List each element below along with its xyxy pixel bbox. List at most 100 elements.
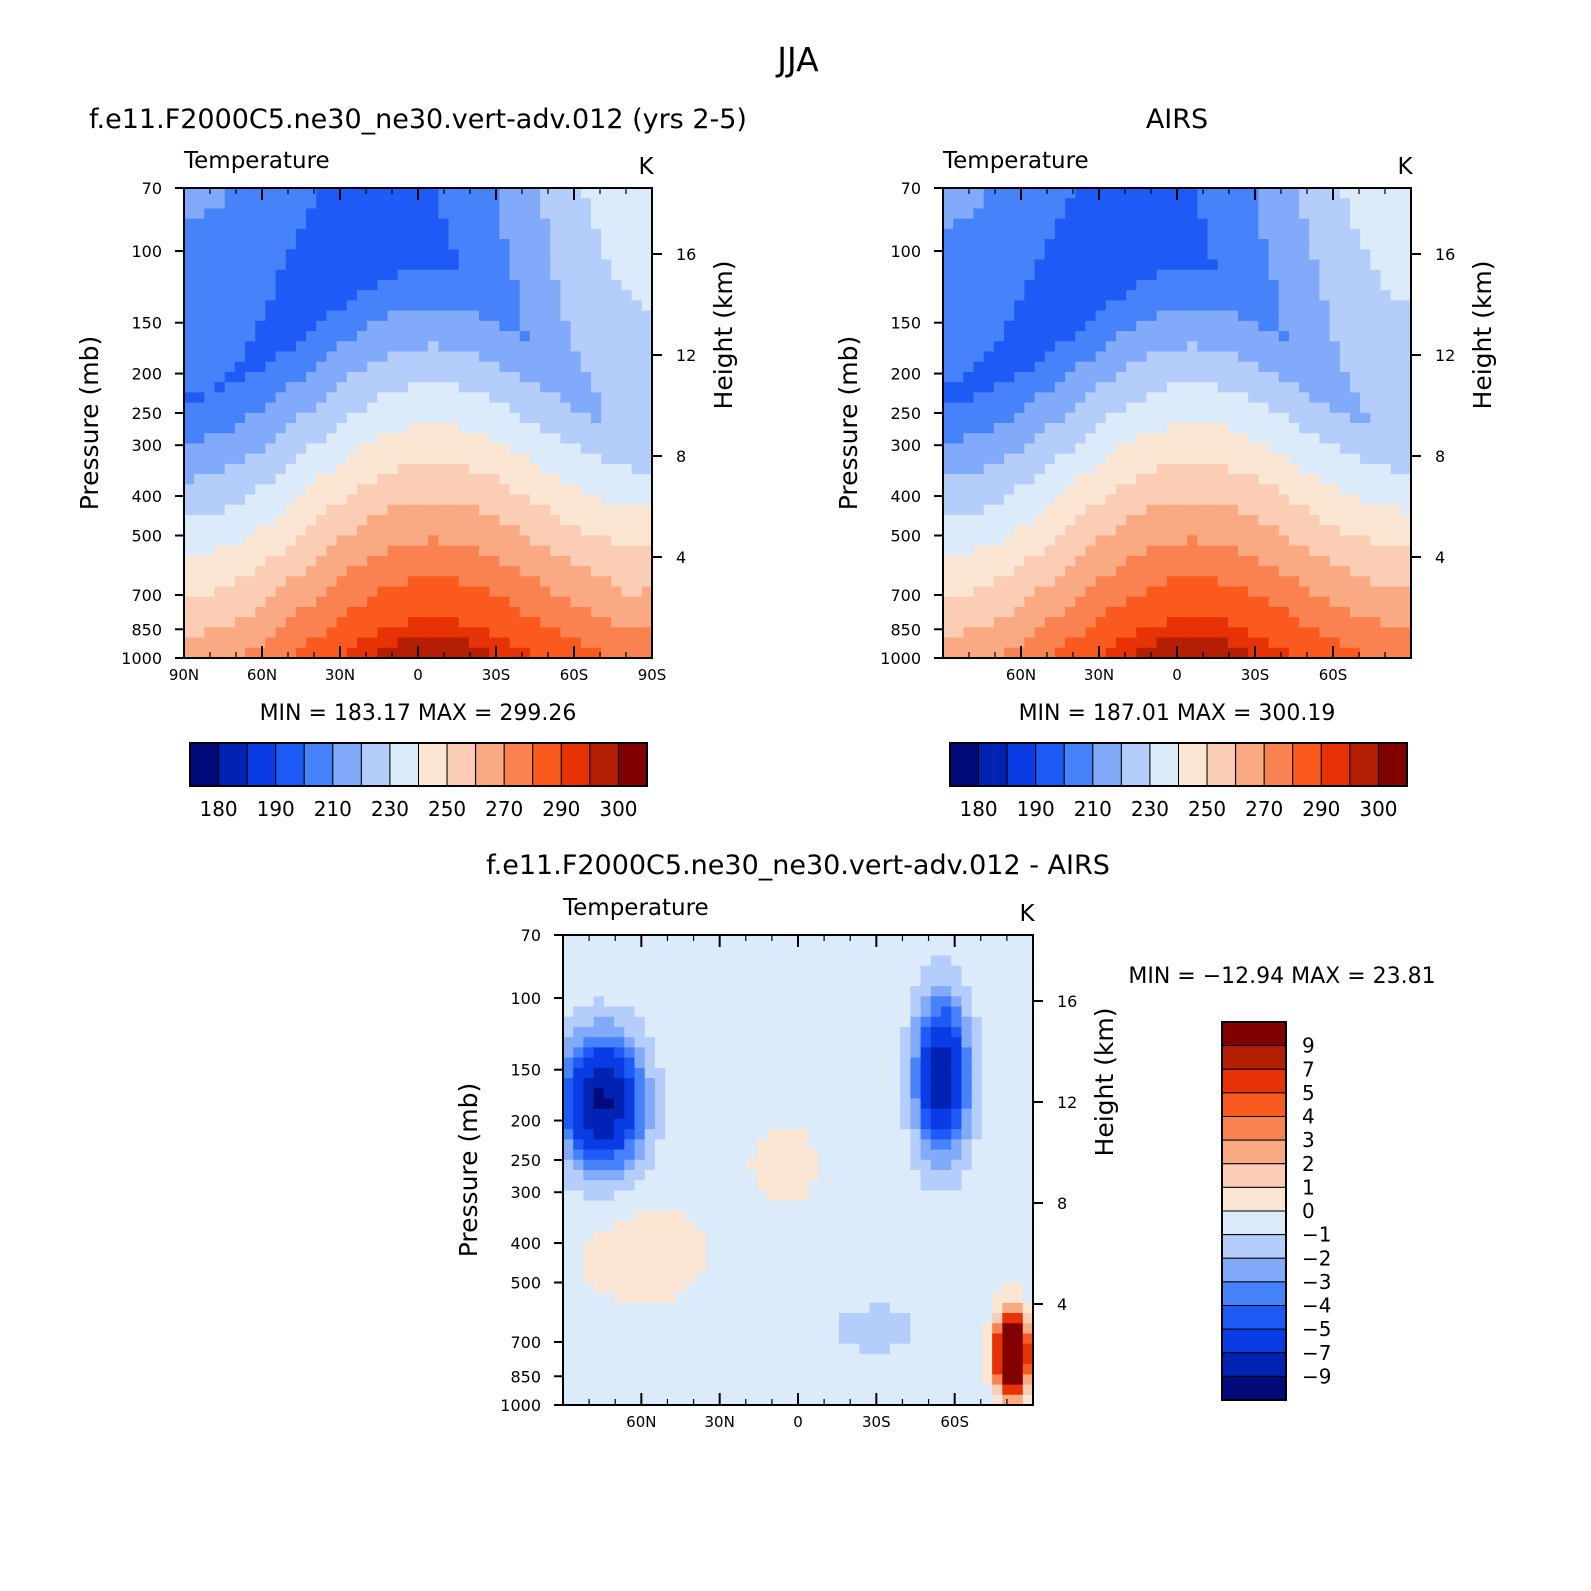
panel-model-cell <box>479 351 490 363</box>
panel-obs-cell <box>1054 218 1066 230</box>
panel-obs-cell <box>1146 555 1158 567</box>
panel-obs-cell <box>1187 361 1198 373</box>
panel-obs-cell <box>1187 566 1198 577</box>
panel-obs-cell <box>983 228 995 240</box>
panel-obs-cell <box>1075 494 1087 506</box>
panel-model-cell <box>336 239 348 250</box>
panel-obs-cell <box>1095 351 1107 363</box>
panel-diff-cell <box>644 1313 656 1324</box>
panel-obs-cell <box>1085 576 1097 588</box>
panel-diff-cell <box>634 1313 646 1324</box>
panel-diff-cell <box>634 1374 646 1386</box>
panel-model-cell <box>468 341 480 353</box>
panel-obs-cell <box>1217 259 1229 271</box>
panel-obs-cbar-box <box>1263 742 1294 787</box>
panel-obs-cell <box>1136 188 1148 199</box>
panel-model-cell <box>204 474 216 485</box>
panel-model-cell <box>204 279 216 291</box>
panel-obs-cell <box>993 545 1005 557</box>
panel-model-cell <box>194 371 205 383</box>
panel-model-cell <box>611 525 623 536</box>
panel-model-cell <box>214 627 226 639</box>
panel-obs-cell <box>1187 259 1198 271</box>
panel-diff-cell <box>624 1057 636 1069</box>
panel-model-cell <box>621 525 633 536</box>
panel-obs-cell <box>1248 402 1259 414</box>
panel-model-cell <box>458 617 470 628</box>
panel-model-cell <box>580 320 592 332</box>
panel-model-ytick-label: 150 <box>131 314 162 333</box>
panel-model-cell <box>255 637 266 649</box>
panel-obs-cell <box>943 617 954 628</box>
panel-model-cell <box>255 474 266 485</box>
panel-obs-cell <box>1227 525 1239 536</box>
panel-model-cell <box>519 443 531 455</box>
panel-model-cell <box>397 566 409 577</box>
panel-model-cell <box>356 269 368 281</box>
panel-obs-cell <box>1278 596 1290 608</box>
panel-diff-cell <box>573 1170 585 1181</box>
panel-model-cell <box>356 290 368 301</box>
panel-model-cell <box>611 606 623 618</box>
panel-model-cell <box>194 382 205 393</box>
panel-obs-cell <box>1095 453 1107 465</box>
panel-obs-cell <box>1105 463 1117 475</box>
panel-diff-cell <box>665 945 676 957</box>
panel-model-cell <box>326 351 338 363</box>
panel-obs-cell <box>1095 617 1107 628</box>
panel-model-cell <box>184 218 195 230</box>
panel-model-cell <box>285 617 297 628</box>
panel-obs-cell <box>993 259 1005 271</box>
panel-model-cell <box>204 371 216 383</box>
panel-model-cell <box>194 361 205 373</box>
panel-obs-cell <box>1390 361 1402 373</box>
panel-diff-cell <box>634 1261 646 1273</box>
panel-obs-cell <box>1390 310 1402 322</box>
panel-obs-cell <box>1085 382 1097 393</box>
panel-obs-cell <box>1197 341 1209 353</box>
panel-model-cbar-label: 270 <box>485 797 523 821</box>
panel-model-cell <box>448 566 460 577</box>
panel-model-cell <box>611 647 623 659</box>
panel-model-cell <box>550 627 562 639</box>
panel-obs-cell <box>1136 586 1148 598</box>
panel-model-cell <box>295 300 307 312</box>
panel-obs-cell <box>1156 279 1168 291</box>
panel-model-cell <box>265 382 277 393</box>
panel-model-cell <box>367 300 378 312</box>
panel-model-cell <box>285 484 297 496</box>
panel-model-cell <box>377 218 389 230</box>
panel-model-cell <box>275 331 287 342</box>
panel-obs-cell <box>963 474 975 485</box>
panel-obs-cell <box>1268 596 1280 608</box>
panel-diff-cell <box>583 986 595 997</box>
panel-model-cell <box>387 494 399 506</box>
panel-obs-cell <box>1115 259 1127 271</box>
panel-obs-cell <box>1319 586 1331 598</box>
panel-diff-cell <box>614 1261 625 1273</box>
panel-model-cell <box>509 320 521 332</box>
panel-obs-cell <box>1207 249 1219 261</box>
panel-obs-cell <box>1075 637 1087 649</box>
panel-model-cell <box>204 514 216 526</box>
panel-obs-cell <box>1105 218 1117 230</box>
panel-obs-cell <box>1197 555 1209 567</box>
panel-obs-cell <box>1115 198 1127 210</box>
panel-diff-cell <box>573 1282 585 1294</box>
panel-model-cell <box>184 208 195 220</box>
panel-model-cell <box>275 412 287 424</box>
panel-obs-cell <box>1299 198 1310 210</box>
panel-obs-cell <box>1339 545 1351 557</box>
panel-model-cell <box>377 423 389 434</box>
panel-obs-cell <box>953 402 964 414</box>
panel-obs-cell <box>1238 627 1249 639</box>
panel-model-cell <box>295 494 307 506</box>
panel-model-cell <box>570 331 582 342</box>
panel-obs-cell <box>1319 566 1331 577</box>
panel-obs-cell <box>1217 310 1229 322</box>
panel-model-cell <box>438 474 450 485</box>
panel-diff-cell <box>593 1292 605 1304</box>
panel-model-cell <box>580 249 592 261</box>
panel-obs-cell <box>1268 433 1280 445</box>
panel-model-cell <box>550 535 562 547</box>
